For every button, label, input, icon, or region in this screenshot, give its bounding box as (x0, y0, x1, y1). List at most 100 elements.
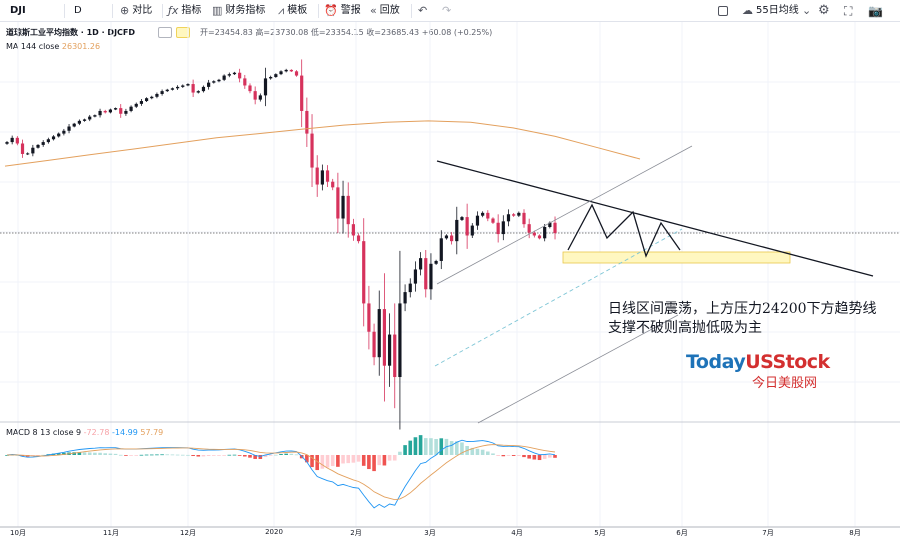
layout-button[interactable] (718, 3, 728, 19)
macd-histogram-bar (124, 455, 128, 456)
candle-body (325, 170, 330, 182)
candle-body (553, 222, 557, 234)
candle-body (429, 263, 433, 290)
candle-body (62, 130, 66, 134)
price-chart[interactable] (0, 22, 900, 538)
macd-histogram-bar (553, 455, 557, 458)
macd-histogram-bar (227, 454, 232, 456)
macd-histogram-bar (175, 454, 180, 456)
macd-histogram-bar (517, 455, 521, 456)
candle-body (124, 110, 128, 114)
candle-body (351, 224, 355, 236)
macd-histogram-bar (408, 440, 413, 455)
macd-histogram-bar (108, 453, 113, 455)
x-tick-label: 8月 (849, 529, 861, 537)
candle-body (491, 218, 495, 223)
alarm-clock-icon: ⏰ (324, 4, 338, 17)
macd-histogram-bar (475, 448, 480, 455)
candle-body (46, 139, 50, 143)
x-tick-label: 11月 (103, 529, 119, 537)
candle-body (387, 334, 392, 366)
snapshot-button[interactable]: 📷 (868, 3, 883, 19)
macd-histogram-bar (87, 452, 92, 455)
fullscreen-button[interactable]: ⛶ (844, 3, 852, 19)
macd-signal-line (6, 444, 556, 501)
compare-button[interactable]: ⊕ 对比 (120, 3, 152, 19)
macd-hist-value: -72.78 (83, 428, 110, 437)
macd-histogram-bar (336, 455, 340, 467)
macd-histogram-bar (263, 455, 268, 458)
candle-body (88, 116, 92, 120)
macd-histogram-bar (527, 455, 531, 459)
candle-body (362, 241, 366, 304)
candle-body (77, 120, 81, 124)
candle-body (269, 76, 273, 79)
macd-histogram-bar (268, 455, 273, 456)
interval-label: D (74, 5, 82, 16)
macd-histogram-bar (129, 455, 133, 456)
interval-selector[interactable]: D (74, 3, 82, 19)
macd-label: MACD 8 13 close 9 (6, 428, 82, 437)
low-value: 低=23354.15 (310, 28, 364, 37)
x-tick-label: 3月 (424, 529, 436, 537)
candle-body (186, 84, 190, 86)
toolbar-divider (411, 4, 412, 18)
macd-histogram-bar (398, 451, 402, 455)
candle-body (393, 334, 397, 378)
legend-settings-button[interactable] (176, 27, 190, 38)
candle-body (72, 123, 76, 127)
candle-body (191, 84, 195, 93)
macd-histogram-bar (206, 455, 211, 456)
symbol-title: 道琼斯工业平均指数 · 1D · DJCFD (6, 28, 136, 37)
redo-button[interactable]: ↷ (442, 3, 451, 19)
candle-body (517, 212, 521, 216)
gear-icon: ⚙ (818, 3, 830, 18)
undo-button[interactable]: ↶ (418, 3, 427, 19)
macd-histogram-bar (439, 438, 444, 455)
dropdown-button[interactable]: ⌄ (802, 3, 811, 19)
template-icon: ⩘ (278, 4, 285, 17)
macd-histogram-bar (403, 445, 407, 455)
macd-histogram-bar (310, 455, 314, 468)
macd-histogram-bar (330, 455, 335, 467)
toolbar-divider (162, 4, 163, 18)
candle-body (82, 119, 87, 121)
alert-button[interactable]: ⏰ 警报 (324, 3, 361, 19)
channel-mid-line (434, 228, 683, 367)
candle-body (475, 215, 480, 226)
close-value: 收=23685.43 (366, 28, 420, 37)
macd-histogram-bar (41, 454, 45, 456)
projection-path (567, 203, 681, 258)
macd-histogram-bar (325, 455, 330, 468)
macd-histogram-bar (372, 455, 376, 472)
brand-part1: Today (686, 351, 746, 373)
candle-body (548, 222, 552, 227)
x-tick-label: 5月 (594, 529, 606, 537)
candle-body (170, 88, 175, 90)
ma-selector[interactable]: ☁ 55日均线 (742, 3, 799, 19)
settings-button[interactable]: ⚙ (818, 3, 830, 19)
indicators-button[interactable]: ƒx 指标 (168, 3, 201, 19)
x-tick-label: 7月 (762, 529, 774, 537)
replay-button[interactable]: « 回放 (370, 3, 400, 19)
candle-body (506, 214, 511, 222)
high-value: 高=23730.08 (255, 28, 309, 37)
legend-eye-button[interactable] (158, 27, 172, 38)
macd-histogram-bar (180, 454, 185, 456)
macd-histogram-bar (506, 455, 511, 456)
candle-body (20, 143, 25, 154)
macd-histogram-bar (423, 438, 428, 455)
candle-body (67, 126, 71, 131)
ohlc-values: 开=23454.83 高=23730.08 低=23354.15 收=23685… (200, 28, 492, 38)
x-tick-label: 4月 (511, 529, 523, 537)
macd-histogram-bar (460, 442, 464, 455)
ma-selector-label: 55日均线 (756, 5, 799, 16)
candle-body (181, 85, 185, 87)
macd-pane (5, 435, 557, 509)
candle-body (320, 170, 324, 185)
symbol-selector[interactable]: DJI (10, 3, 26, 19)
macd-histogram-bar (243, 455, 247, 457)
financials-button[interactable]: ▥ 财务指标 (212, 3, 265, 19)
macd-histogram-bar (258, 455, 263, 459)
templates-button[interactable]: ⩘ 模板 (278, 3, 307, 19)
